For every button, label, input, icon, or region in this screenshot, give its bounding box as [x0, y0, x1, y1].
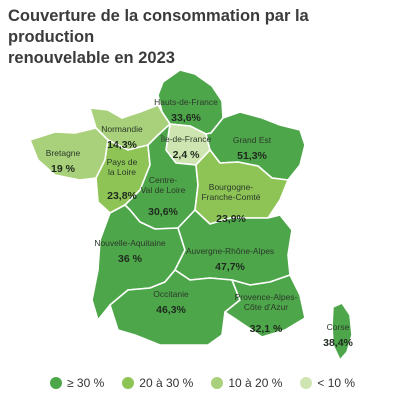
region-value-label: 23,8%	[107, 190, 137, 202]
legend-label: ≥ 30 %	[67, 376, 105, 390]
title-line-2: renouvelable en 2023	[8, 49, 175, 67]
region-name-label: Auvergne-Rhône-Alpes	[186, 246, 274, 256]
region-value-label: 46,3%	[156, 304, 186, 316]
title-line-1: Couverture de la consommation par la pro…	[8, 7, 309, 46]
region-value-label: 14,3%	[107, 139, 137, 151]
region-provence-alpes-cote-d-azur[interactable]	[224, 274, 306, 338]
region-value-label: 30,6%	[148, 206, 178, 218]
region-corse[interactable]	[331, 302, 353, 361]
legend-swatch	[50, 377, 62, 389]
region-labels: Hauts-de-France 33,6% Normandie 14,3% Île-de…	[46, 97, 354, 349]
region-name-label: Pays de	[107, 157, 138, 167]
region-name-label: Occitanie	[153, 289, 189, 299]
region-name-label: Centre-	[149, 175, 178, 185]
region-name-label: Normandie	[101, 124, 143, 134]
legend-label: 10 à 20 %	[228, 376, 283, 390]
legend-label: < 10 %	[317, 376, 356, 390]
region-value-label: 2,4 %	[173, 149, 201, 161]
region-name-label: Côte d'Azur	[244, 302, 288, 312]
region-name-label: Nouvelle-Aquitaine	[94, 238, 166, 248]
region-name-label: Bretagne	[46, 148, 81, 158]
legend-item: 10 à 20 %	[211, 376, 282, 390]
region-value-label: 23,9%	[216, 213, 246, 225]
region-name-label: Hauts-de-France	[154, 97, 218, 107]
region-value-label: 32,1 %	[250, 323, 283, 335]
region-value-label: 51,3%	[237, 150, 267, 162]
region-name-label: Val de Loire	[141, 185, 186, 195]
region-value-label: 19 %	[51, 163, 76, 175]
legend-item: 20 à 30 %	[122, 376, 193, 390]
legend-swatch	[122, 377, 135, 389]
region-name-label: Grand Est	[233, 135, 272, 145]
region-value-label: 47,7%	[215, 261, 245, 273]
legend-item: < 10 %	[300, 376, 355, 390]
legend-swatch	[300, 377, 313, 389]
region-value-label: 36 %	[118, 253, 143, 265]
region-name-label: Provence-Alpes-	[235, 292, 298, 302]
region-name-label: Île-de-France	[160, 134, 212, 144]
region-value-label: 38,4%	[323, 337, 353, 349]
region-name-label: Franche-Comté	[201, 192, 260, 202]
region-name-label: Corse	[327, 322, 350, 332]
legend: ≥ 30 % 20 à 30 % 10 à 20 % < 10 %	[50, 374, 395, 392]
region-name-label: la Loire	[108, 167, 136, 177]
region-value-label: 33,6%	[171, 112, 201, 124]
legend-swatch	[211, 377, 224, 389]
region-name-label: Bourgogne-	[209, 182, 254, 192]
map-title: Couverture de la consommation par la pro…	[8, 6, 398, 69]
legend-label: 20 à 30 %	[139, 376, 194, 390]
legend-item: ≥ 30 %	[50, 376, 104, 390]
